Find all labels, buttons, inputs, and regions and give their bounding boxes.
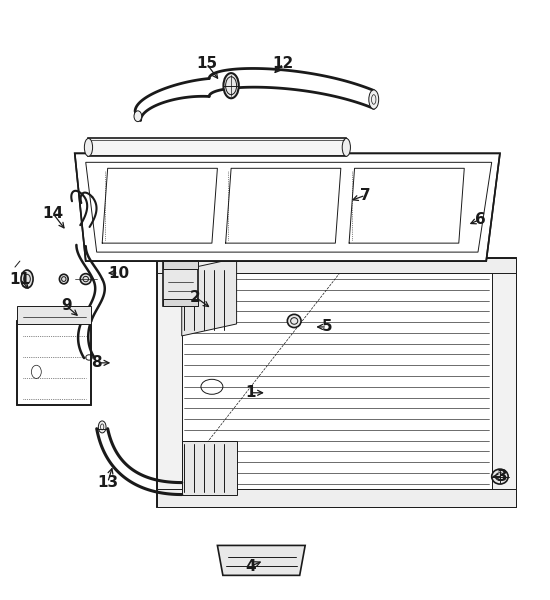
Ellipse shape <box>84 139 92 157</box>
Text: 12: 12 <box>273 56 294 71</box>
Polygon shape <box>17 306 91 324</box>
Polygon shape <box>217 545 305 575</box>
Polygon shape <box>89 139 346 157</box>
Text: 7: 7 <box>360 188 371 203</box>
Text: 1: 1 <box>245 385 256 400</box>
Text: 8: 8 <box>91 355 102 370</box>
Text: 5: 5 <box>322 319 332 334</box>
Ellipse shape <box>223 73 239 98</box>
Text: 14: 14 <box>42 206 63 221</box>
Polygon shape <box>492 258 516 506</box>
Ellipse shape <box>287 314 301 328</box>
Ellipse shape <box>134 111 142 122</box>
Polygon shape <box>163 261 198 306</box>
Text: 2: 2 <box>190 290 201 305</box>
Polygon shape <box>17 321 91 405</box>
Polygon shape <box>157 488 516 506</box>
Polygon shape <box>157 258 516 506</box>
Ellipse shape <box>342 139 350 157</box>
Text: 13: 13 <box>97 475 118 490</box>
Text: 9: 9 <box>61 298 72 313</box>
Ellipse shape <box>59 274 68 284</box>
Text: 3: 3 <box>497 469 508 484</box>
Polygon shape <box>157 258 516 273</box>
Ellipse shape <box>80 274 91 284</box>
Polygon shape <box>75 154 500 261</box>
Ellipse shape <box>98 421 106 433</box>
Polygon shape <box>182 440 236 494</box>
Polygon shape <box>157 258 182 506</box>
Text: 4: 4 <box>245 559 256 574</box>
Ellipse shape <box>492 469 508 484</box>
Text: 15: 15 <box>196 56 217 71</box>
Polygon shape <box>163 299 198 306</box>
Text: 6: 6 <box>475 212 486 227</box>
Polygon shape <box>182 258 236 336</box>
Text: 11: 11 <box>9 272 30 287</box>
Text: 10: 10 <box>108 266 129 281</box>
Ellipse shape <box>21 270 33 288</box>
Ellipse shape <box>369 90 379 109</box>
Polygon shape <box>163 261 198 269</box>
